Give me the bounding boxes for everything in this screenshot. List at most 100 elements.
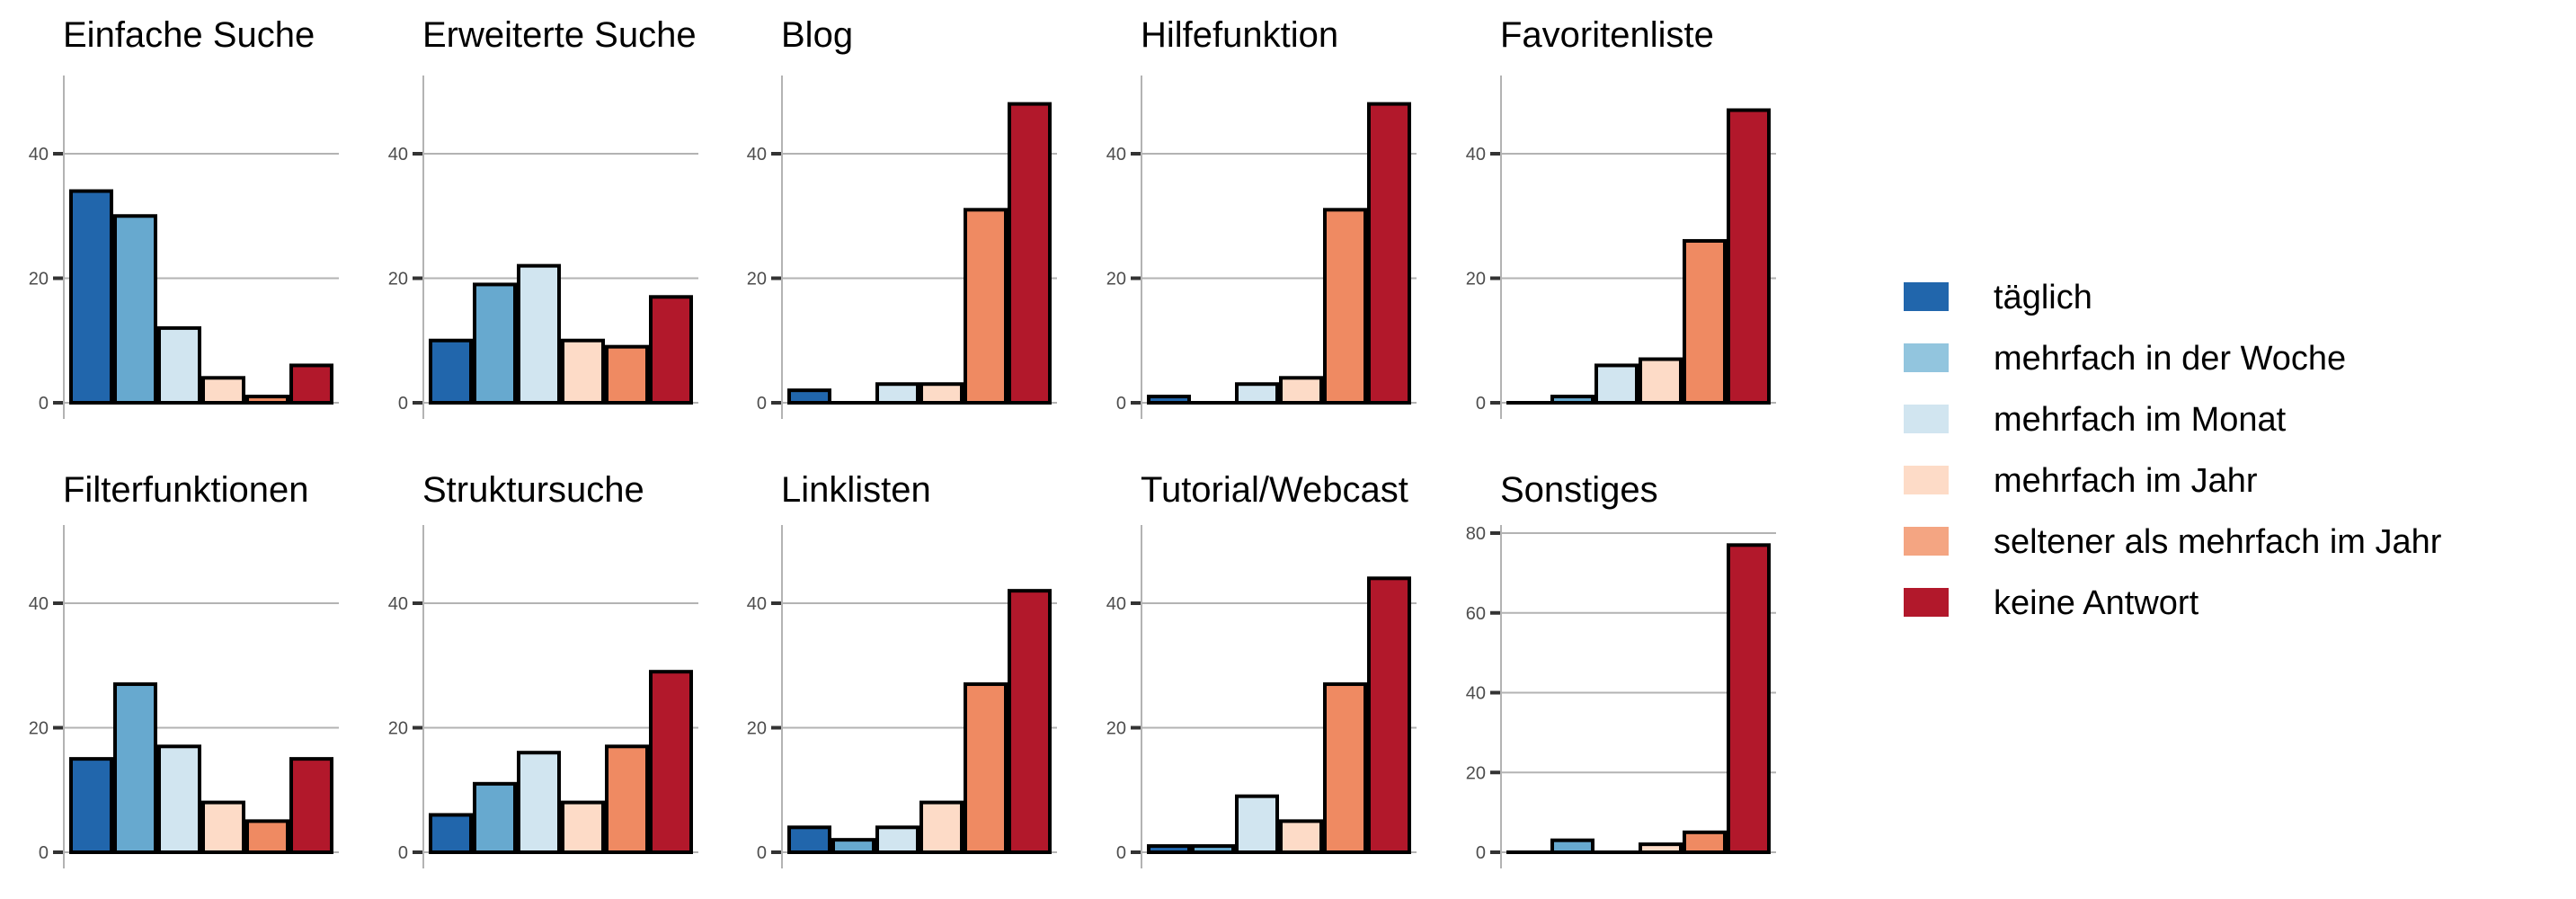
bar-seltener-als-mehrfach-im-jahr	[964, 682, 1008, 855]
panel-title: Einfache Suche	[63, 15, 315, 55]
panel-title: Linklisten	[781, 470, 931, 510]
bar-täglich	[69, 189, 113, 405]
bar-seltener-als-mehrfach-im-jahr	[1323, 682, 1367, 855]
y-tick-label: 40	[1466, 684, 1486, 704]
panel-erweiterte-suche: Erweiterte Suche 0 20 40	[388, 15, 698, 419]
bar-seltener-als-mehrfach-im-jahr	[1683, 830, 1727, 854]
bar-seltener-als-mehrfach-im-jahr	[1683, 238, 1727, 405]
legend-label: keine Antwort	[1994, 584, 2199, 622]
bar-keine-antwort	[1727, 543, 1771, 854]
y-tick-label: 0	[1476, 843, 1486, 863]
bar-mehrfach-im-jahr	[201, 376, 245, 405]
bar-seltener-als-mehrfach-im-jahr	[964, 208, 1008, 405]
bar-mehrfach-im-jahr	[1279, 819, 1323, 854]
legend-swatch	[1904, 588, 1949, 617]
bar-täglich	[429, 813, 473, 855]
y-tick-label: 20	[29, 270, 49, 289]
legend-swatch	[1904, 405, 1949, 433]
y-tick-label: 40	[1106, 594, 1126, 614]
y-tick-label: 40	[747, 145, 767, 165]
legend-item: mehrfach im Jahr	[1904, 462, 2258, 500]
bar-keine-antwort	[1008, 589, 1052, 855]
y-tick-label: 0	[757, 394, 767, 414]
y-tick-label: 0	[757, 843, 767, 863]
y-tick-label: 20	[1106, 719, 1126, 739]
panel-filterfunktionen: Filterfunktionen 0 20 40	[29, 470, 339, 868]
bar-mehrfach-in-der-woche	[831, 838, 875, 855]
bar-mehrfach-im-jahr	[561, 800, 605, 854]
bar-mehrfach-im-monat	[517, 263, 561, 405]
panel-blog: Blog 0 20 40	[747, 15, 1057, 419]
y-tick-label: 40	[1106, 145, 1126, 165]
bar-mehrfach-in-der-woche	[1191, 844, 1235, 855]
bar-keine-antwort	[1367, 102, 1411, 405]
y-tick-label: 40	[388, 594, 408, 614]
y-tick-label: 40	[1466, 145, 1486, 165]
panel-title: Struktursuche	[422, 470, 644, 510]
bar-keine-antwort	[1727, 108, 1771, 405]
bar-seltener-als-mehrfach-im-jahr	[605, 344, 649, 405]
bar-mehrfach-in-der-woche	[1550, 395, 1594, 405]
y-tick-label: 40	[29, 594, 49, 614]
y-tick-label: 80	[1466, 524, 1486, 544]
y-tick-label: 20	[747, 270, 767, 289]
legend-item: mehrfach im Monat	[1904, 401, 2287, 439]
bar-mehrfach-in-der-woche	[113, 682, 157, 855]
legend-label: mehrfach im Jahr	[1994, 462, 2258, 500]
bar-keine-antwort	[649, 670, 693, 854]
bar-mehrfach-in-der-woche	[1550, 838, 1594, 854]
bar-mehrfach-im-monat	[1235, 794, 1279, 854]
bar-täglich	[69, 757, 113, 854]
y-tick-label: 20	[1106, 270, 1126, 289]
bar-täglich	[787, 388, 831, 405]
bar-seltener-als-mehrfach-im-jahr	[1323, 208, 1367, 405]
bar-mehrfach-im-monat	[517, 751, 561, 855]
bar-täglich	[1147, 395, 1191, 405]
y-tick-label: 20	[1466, 763, 1486, 783]
legend-swatch	[1904, 466, 1949, 494]
legend-item: täglich	[1904, 279, 2092, 316]
panel-title: Favoritenliste	[1500, 15, 1714, 55]
legend-swatch	[1904, 527, 1949, 556]
bar-mehrfach-in-der-woche	[473, 781, 517, 855]
legend-label: mehrfach im Monat	[1994, 401, 2287, 439]
bar-keine-antwort	[1367, 576, 1411, 854]
y-tick-label: 20	[29, 719, 49, 739]
y-tick-label: 0	[1116, 394, 1126, 414]
legend-swatch	[1904, 343, 1949, 372]
bar-mehrfach-in-der-woche	[473, 282, 517, 405]
y-tick-label: 20	[747, 719, 767, 739]
bar-täglich	[429, 338, 473, 405]
panel-tutorial-webcast: Tutorial/Webcast 0 20 40	[1106, 470, 1417, 868]
y-tick-label: 20	[1466, 270, 1486, 289]
panel-sonstiges: Sonstiges 0 20 40 60 80	[1466, 470, 1776, 868]
y-tick-label: 0	[398, 394, 408, 414]
bar-mehrfach-im-monat	[1594, 363, 1639, 405]
bar-mehrfach-im-jahr	[201, 800, 245, 854]
y-tick-label: 20	[388, 270, 408, 289]
legend-label: täglich	[1994, 279, 2092, 316]
legend-item: seltener als mehrfach im Jahr	[1904, 523, 2442, 561]
legend: täglich mehrfach in der Woche mehrfach im …	[1904, 279, 2442, 622]
panel-title: Sonstiges	[1500, 470, 1658, 510]
y-tick-label: 60	[1466, 604, 1486, 624]
bar-seltener-als-mehrfach-im-jahr	[245, 395, 289, 405]
panel-title: Tutorial/Webcast	[1141, 470, 1408, 510]
panel-title: Hilfefunktion	[1141, 15, 1338, 55]
bar-keine-antwort	[649, 295, 693, 405]
y-tick-label: 20	[388, 719, 408, 739]
y-tick-label: 0	[39, 843, 49, 863]
legend-swatch	[1904, 282, 1949, 311]
y-tick-label: 0	[39, 394, 49, 414]
y-tick-label: 0	[1116, 843, 1126, 863]
panel-einfache-suche: Einfache Suche 0 20 40	[29, 15, 339, 419]
bar-täglich	[1147, 844, 1191, 855]
y-tick-label: 40	[388, 145, 408, 165]
panel-title: Erweiterte Suche	[422, 15, 697, 55]
bar-keine-antwort	[289, 363, 333, 405]
panel-linklisten: Linklisten 0 20 40	[747, 470, 1057, 868]
legend-label: seltener als mehrfach im Jahr	[1994, 523, 2442, 561]
panel-favoritenliste: Favoritenliste 0 20 40	[1466, 15, 1776, 419]
bar-mehrfach-im-jahr	[1639, 842, 1683, 854]
